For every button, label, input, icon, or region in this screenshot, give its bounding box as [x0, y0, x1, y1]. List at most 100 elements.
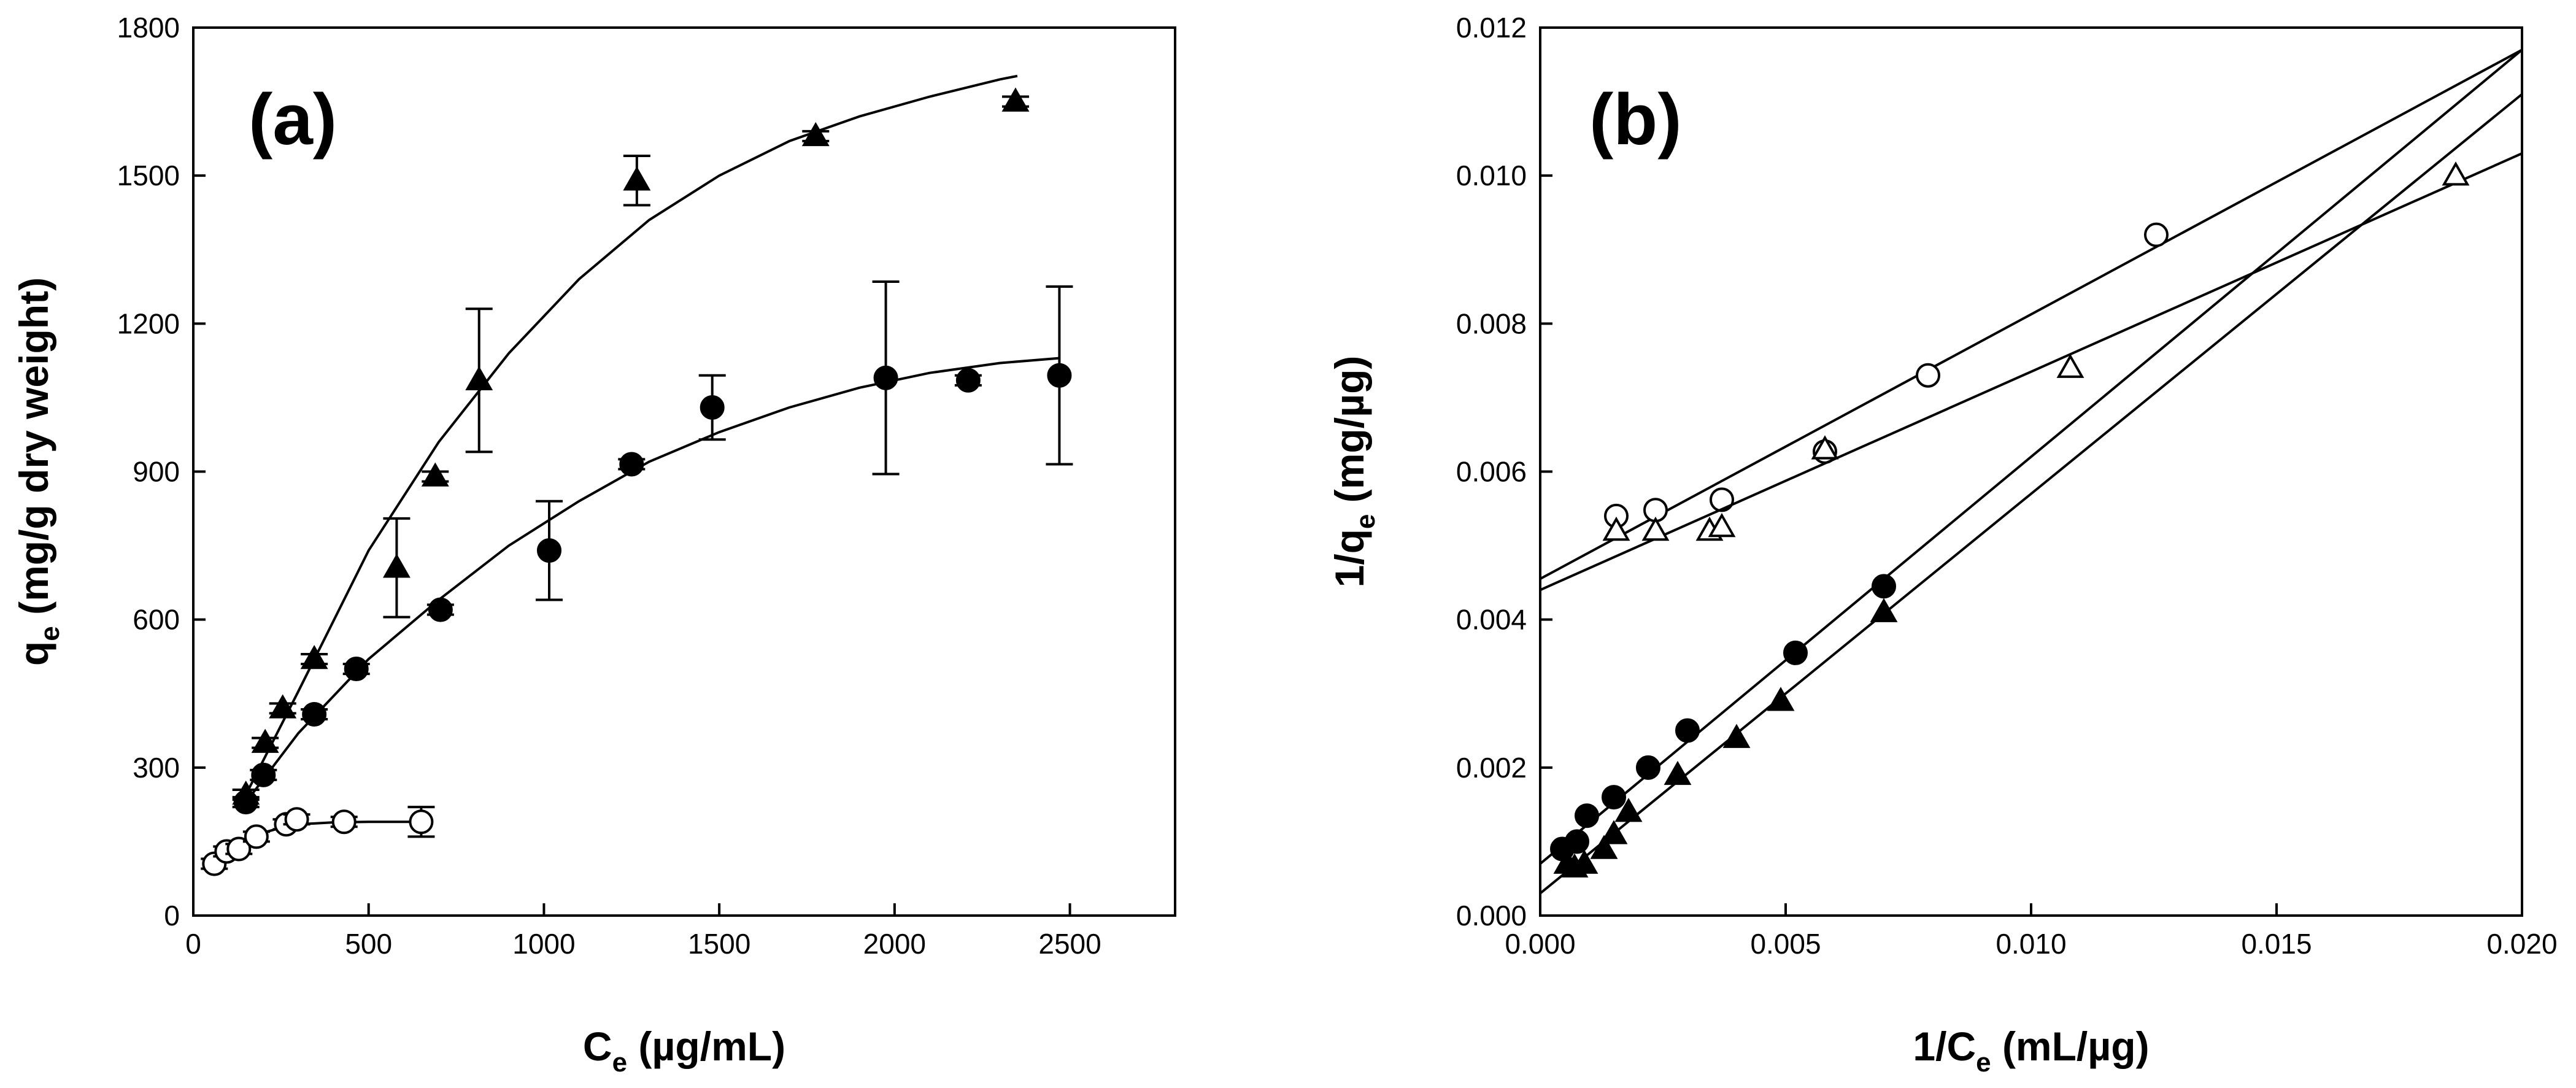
x-tick-label: 1000 [512, 928, 575, 960]
y-tick-label: 1800 [117, 12, 180, 44]
data-point-triangle-filled [623, 166, 651, 191]
data-point-triangle-filled [1614, 798, 1643, 822]
series-triangle-filled [1539, 93, 2523, 895]
data-point-circle-filled [251, 762, 276, 787]
series-triangle-filled [232, 74, 1030, 805]
x-axis-title-main: 1/C [1913, 1024, 1976, 1069]
data-point-triangle-filled [465, 366, 493, 391]
data-point-circle-open [284, 807, 309, 832]
data-point-triangle-filled [1870, 598, 1898, 622]
data-point-triangle-open [1602, 516, 1630, 541]
x-axis-title-units: (µg/mL) [627, 1024, 785, 1069]
data-point-triangle-filled [1722, 723, 1751, 748]
x-tick-label: 0.005 [1750, 928, 1821, 960]
data-point-circle-filled [1575, 803, 1599, 828]
panel-label: (b) [1589, 79, 1682, 160]
y-axis-title-sub: e [1351, 514, 1381, 529]
y-axis-title-main: q [11, 641, 56, 666]
data-point-circle-filled [1636, 755, 1660, 780]
y-tick-label: 0.012 [1456, 12, 1527, 44]
y-axis-title-main: 1/q [1327, 529, 1372, 587]
data-point-circle-filled [344, 657, 369, 682]
x-tick-label: 500 [345, 928, 392, 960]
data-point-circle-filled [233, 790, 258, 815]
data-point-triangle-filled [300, 644, 328, 669]
series-circle-open [201, 806, 435, 876]
data-point-triangle-filled [269, 694, 297, 719]
data-point-triangle-open [1811, 435, 1839, 460]
x-axis-title-main: C [583, 1024, 612, 1069]
x-tick-label: 0.010 [1996, 928, 2066, 960]
series-circle-filled [232, 280, 1073, 815]
data-point-triangle-filled [1001, 87, 1030, 112]
data-point-circle-filled [955, 368, 981, 393]
fit-line-circle-filled [243, 357, 1060, 806]
panel-label: (a) [249, 79, 337, 160]
data-point-circle-filled [1565, 829, 1589, 854]
y-axis-title-sub: e [35, 626, 65, 641]
data-point-circle-open [2144, 222, 2169, 247]
x-axis-title: Ce (µg/mL) [583, 1024, 785, 1078]
data-point-triangle-open [1641, 516, 1670, 541]
y-tick-label: 0 [164, 900, 180, 932]
data-point-triangle-filled [1590, 835, 1618, 859]
y-tick-label: 0.010 [1456, 160, 1527, 191]
data-point-circle-filled [1783, 640, 1808, 665]
data-point-triangle-open [2442, 161, 2470, 186]
fit-line-triangle-filled [244, 74, 1018, 795]
data-point-triangle-filled [1664, 760, 1692, 785]
y-tick-label: 1500 [117, 160, 180, 191]
y-tick-label: 1200 [117, 307, 180, 339]
data-point-triangle-filled [1767, 687, 1795, 711]
fit-line-circle-filled [1539, 48, 2523, 865]
x-tick-label: 0.015 [2241, 928, 2312, 960]
x-tick-label: 2000 [863, 928, 926, 960]
data-point-circle-open [409, 809, 434, 835]
data-point-circle-open [244, 824, 269, 849]
y-tick-label: 600 [133, 604, 180, 636]
x-axis-title-sub: e [1976, 1047, 1991, 1078]
y-tick-label: 300 [133, 752, 180, 784]
data-point-circle-open [1916, 363, 1940, 388]
x-axis-title: 1/Ce (mL/µg) [1913, 1024, 2149, 1078]
data-point-circle-filled [537, 538, 561, 563]
y-tick-label: 0.002 [1456, 752, 1527, 784]
data-point-triangle-filled [421, 462, 449, 487]
panel-b: 0.000 0.005 0.010 0.015 0.020 0.000 0.002 0.004… [1327, 12, 2558, 1078]
y-tick-label: 0.008 [1456, 307, 1527, 339]
data-point-triangle-open [2056, 353, 2084, 378]
x-tick-label: 1500 [688, 928, 750, 960]
fit-line-circle-open [1540, 48, 2523, 581]
series-triangle-open [1540, 152, 2523, 592]
data-point-circle-filled [302, 702, 327, 727]
series-circle-open [1540, 48, 2523, 581]
data-point-triangle-filled [251, 728, 279, 753]
data-point-triangle-filled [1600, 820, 1628, 844]
x-tick-label: 0.020 [2486, 928, 2557, 960]
y-tick-label: 0.000 [1456, 900, 1527, 932]
data-point-triangle-filled [382, 554, 411, 578]
y-tick-label: 900 [133, 456, 180, 488]
y-axis-title: 1/qe (mg/µg) [1327, 356, 1381, 588]
data-point-circle-filled [1675, 718, 1700, 743]
data-point-circle-open [226, 836, 252, 862]
data-point-circle-open [1710, 487, 1734, 512]
x-tick-label: 0.000 [1505, 928, 1575, 960]
y-axis-title-units: (mg/g dry weight) [11, 277, 56, 626]
data-point-circle-filled [1872, 574, 1896, 599]
panel-a: 0 500 1000 1500 2000 2500 0 300 600 900 1200 1500 18… [11, 12, 1176, 1078]
data-point-triangle-filled [801, 122, 830, 147]
plot-frame [192, 26, 1176, 917]
y-axis-title-units: (mg/µg) [1327, 356, 1372, 514]
data-point-circle-filled [619, 452, 644, 477]
data-point-circle-filled [873, 365, 898, 390]
x-axis-title-sub: e [612, 1047, 627, 1078]
data-point-circle-filled [1047, 363, 1072, 388]
fit-line-triangle-filled [1539, 93, 2523, 895]
data-point-triangle-filled [1570, 849, 1598, 874]
y-axis-title: qe (mg/g dry weight) [11, 277, 65, 666]
fit-line-triangle-open [1540, 152, 2523, 592]
series-circle-filled [1539, 48, 2523, 865]
x-axis-title-units: (mL/µg) [1991, 1024, 2150, 1069]
